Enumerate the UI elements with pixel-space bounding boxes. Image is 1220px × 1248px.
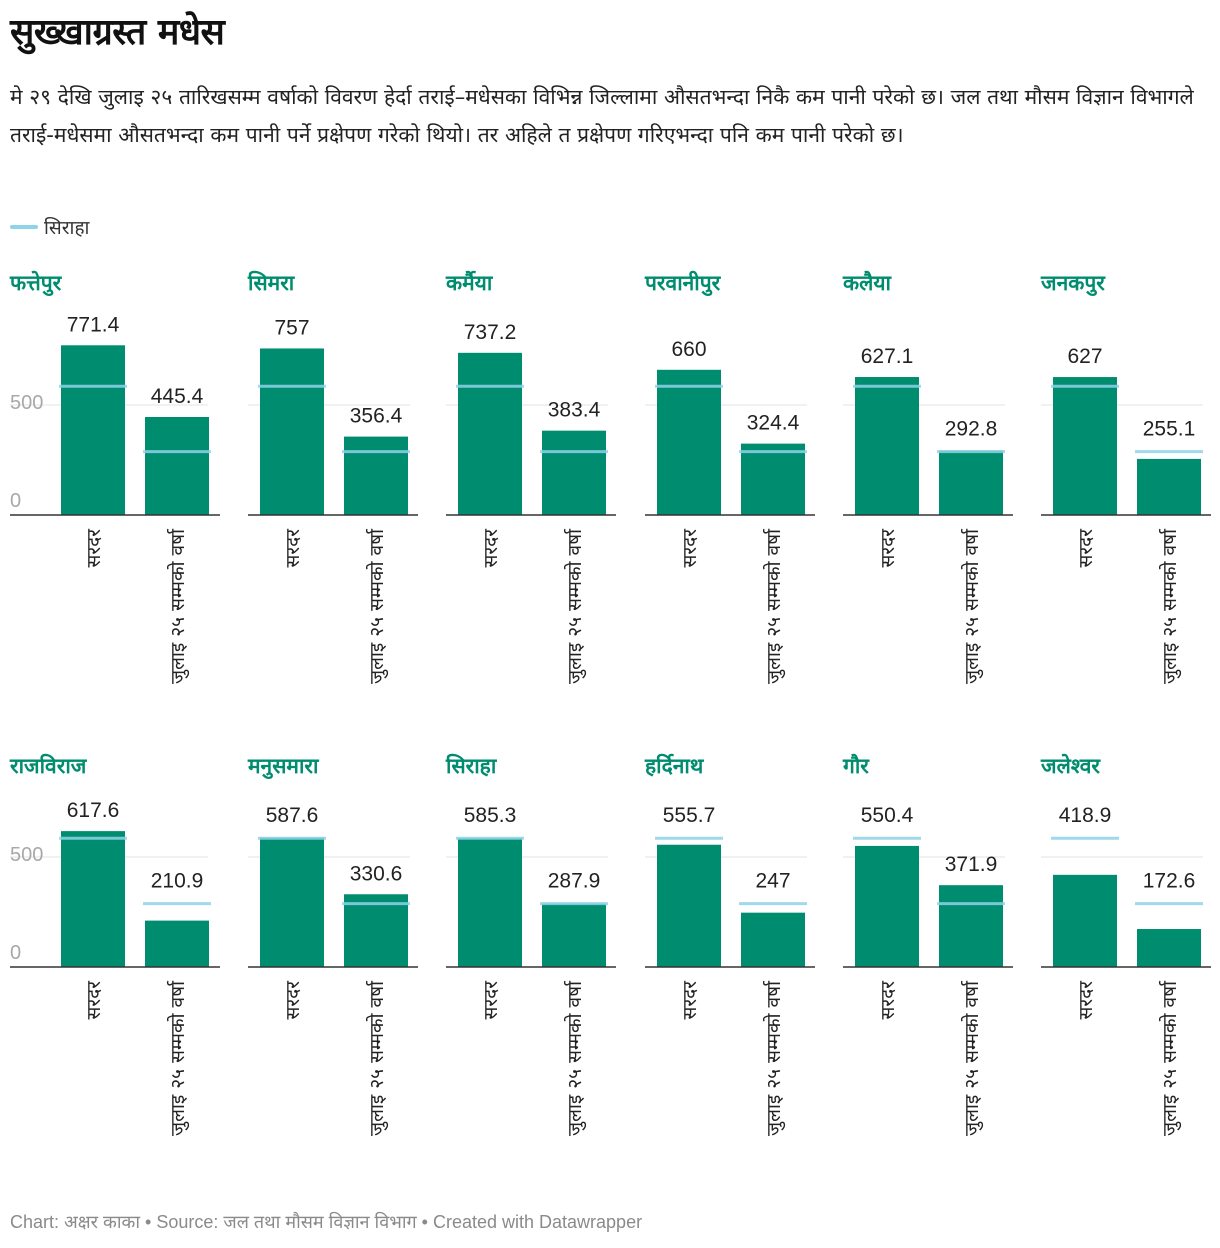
- value-label: 324.4: [747, 412, 800, 435]
- value-label: 550.4: [861, 804, 914, 827]
- panel-title: फत्तेपुर: [9, 270, 63, 297]
- value-label: 371.9: [945, 853, 998, 876]
- bar: [855, 845, 919, 967]
- bar: [1137, 458, 1201, 515]
- category-label: सरदर: [679, 980, 701, 1020]
- legend-swatch: [10, 225, 38, 229]
- bar: [939, 450, 1003, 515]
- category-label: सरदर: [877, 528, 899, 568]
- category-label: सरदर: [83, 528, 105, 568]
- panel-title: हर्दिनाथ: [644, 753, 705, 778]
- bar: [741, 912, 805, 967]
- bar: [1137, 929, 1201, 967]
- category-label: सरदर: [282, 528, 304, 568]
- value-label: 330.6: [350, 862, 403, 885]
- bar: [657, 844, 721, 967]
- category-label: जुलाइ २५ सम्मको वर्षा: [563, 528, 587, 684]
- category-label: जुलाइ २५ सम्मको वर्षा: [762, 980, 786, 1136]
- value-label: 172.6: [1143, 870, 1196, 893]
- category-label: जुलाइ २५ सम्मको वर्षा: [1158, 528, 1182, 684]
- value-label: 627.1: [861, 345, 914, 368]
- category-label: सरदर: [679, 528, 701, 568]
- bar: [855, 377, 919, 515]
- bar: [939, 885, 1003, 967]
- value-label: 757: [274, 316, 309, 339]
- bar: [657, 369, 721, 515]
- value-label: 587.6: [266, 804, 319, 827]
- value-label: 445.4: [151, 385, 204, 408]
- value-label: 292.8: [945, 418, 998, 441]
- panel-title: सिराहा: [445, 753, 498, 778]
- bar: [1053, 874, 1117, 967]
- category-label: जुलाइ २५ सम्मको वर्षा: [166, 528, 190, 684]
- category-label: सरदर: [877, 980, 899, 1020]
- bar: [61, 831, 125, 967]
- category-label: जुलाइ २५ सम्मको वर्षा: [762, 528, 786, 684]
- bar: [458, 838, 522, 967]
- value-label: 737.2: [464, 321, 517, 344]
- category-label: सरदर: [83, 980, 105, 1020]
- panel-title: परवानीपुर: [644, 270, 722, 297]
- category-label: जुलाइ २५ सम्मको वर्षा: [166, 980, 190, 1136]
- bar: [542, 903, 606, 967]
- y-tick-label: 500: [10, 844, 43, 866]
- bar: [260, 348, 324, 515]
- value-label: 617.6: [67, 799, 120, 822]
- chart-title: सुख्खाग्रस्त मधेस: [10, 12, 225, 53]
- value-label: 660: [671, 338, 706, 361]
- panel-title: मनुसमारा: [247, 754, 320, 780]
- value-label: 356.4: [350, 405, 403, 428]
- value-label: 247: [755, 870, 790, 893]
- panel-title: जलेश्वर: [1040, 753, 1101, 778]
- value-label: 627: [1067, 345, 1102, 368]
- y-tick-label: 0: [10, 942, 21, 964]
- category-label: सरदर: [480, 980, 502, 1020]
- bar: [344, 436, 408, 515]
- category-label: जुलाइ २५ सम्मको वर्षा: [960, 980, 984, 1136]
- bar: [145, 920, 209, 967]
- value-label: 585.3: [464, 804, 517, 827]
- bar: [61, 345, 125, 515]
- panel-title: सिमरा: [247, 270, 296, 295]
- chart-description: मे २९ देखि जुलाइ २५ तारिखसम्म वर्षाको वि…: [10, 85, 1194, 147]
- panel-title: राजविराज: [9, 753, 88, 778]
- value-label: 771.4: [67, 313, 120, 336]
- category-label: जुलाइ २५ सम्मको वर्षा: [960, 528, 984, 684]
- category-label: जुलाइ २५ सम्मको वर्षा: [563, 980, 587, 1136]
- value-label: 383.4: [548, 399, 601, 422]
- panel-title: कलैया: [842, 270, 893, 295]
- bar: [542, 430, 606, 515]
- bar: [145, 417, 209, 515]
- category-label: सरदर: [480, 528, 502, 568]
- legend-label: सिराहा: [44, 217, 90, 239]
- category-label: जुलाइ २५ सम्मको वर्षा: [1158, 980, 1182, 1136]
- value-label: 555.7: [663, 804, 716, 827]
- category-label: सरदर: [282, 980, 304, 1020]
- panel-title: गौर: [842, 753, 870, 778]
- bar: [344, 894, 408, 967]
- bar: [458, 352, 522, 515]
- legend: सिराहा: [10, 214, 89, 240]
- category-label: जुलाइ २५ सम्मको वर्षा: [365, 528, 389, 684]
- value-label: 418.9: [1059, 804, 1112, 827]
- bar: [1053, 377, 1117, 515]
- value-label: 287.9: [548, 870, 601, 893]
- y-tick-label: 0: [10, 490, 21, 512]
- category-label: जुलाइ २५ सम्मको वर्षा: [365, 980, 389, 1136]
- category-label: सरदर: [1075, 980, 1097, 1020]
- value-label: 255.1: [1143, 418, 1196, 441]
- value-label: 210.9: [151, 870, 204, 893]
- panel-title: जनकपुर: [1040, 271, 1106, 297]
- bar: [741, 443, 805, 515]
- y-tick-label: 500: [10, 392, 43, 414]
- chart-footer: Chart: अक्षर काका • Source: जल तथा मौसम …: [10, 1212, 643, 1232]
- panel-title: कर्मैया: [445, 270, 494, 295]
- category-label: सरदर: [1075, 528, 1097, 568]
- bar: [260, 837, 324, 967]
